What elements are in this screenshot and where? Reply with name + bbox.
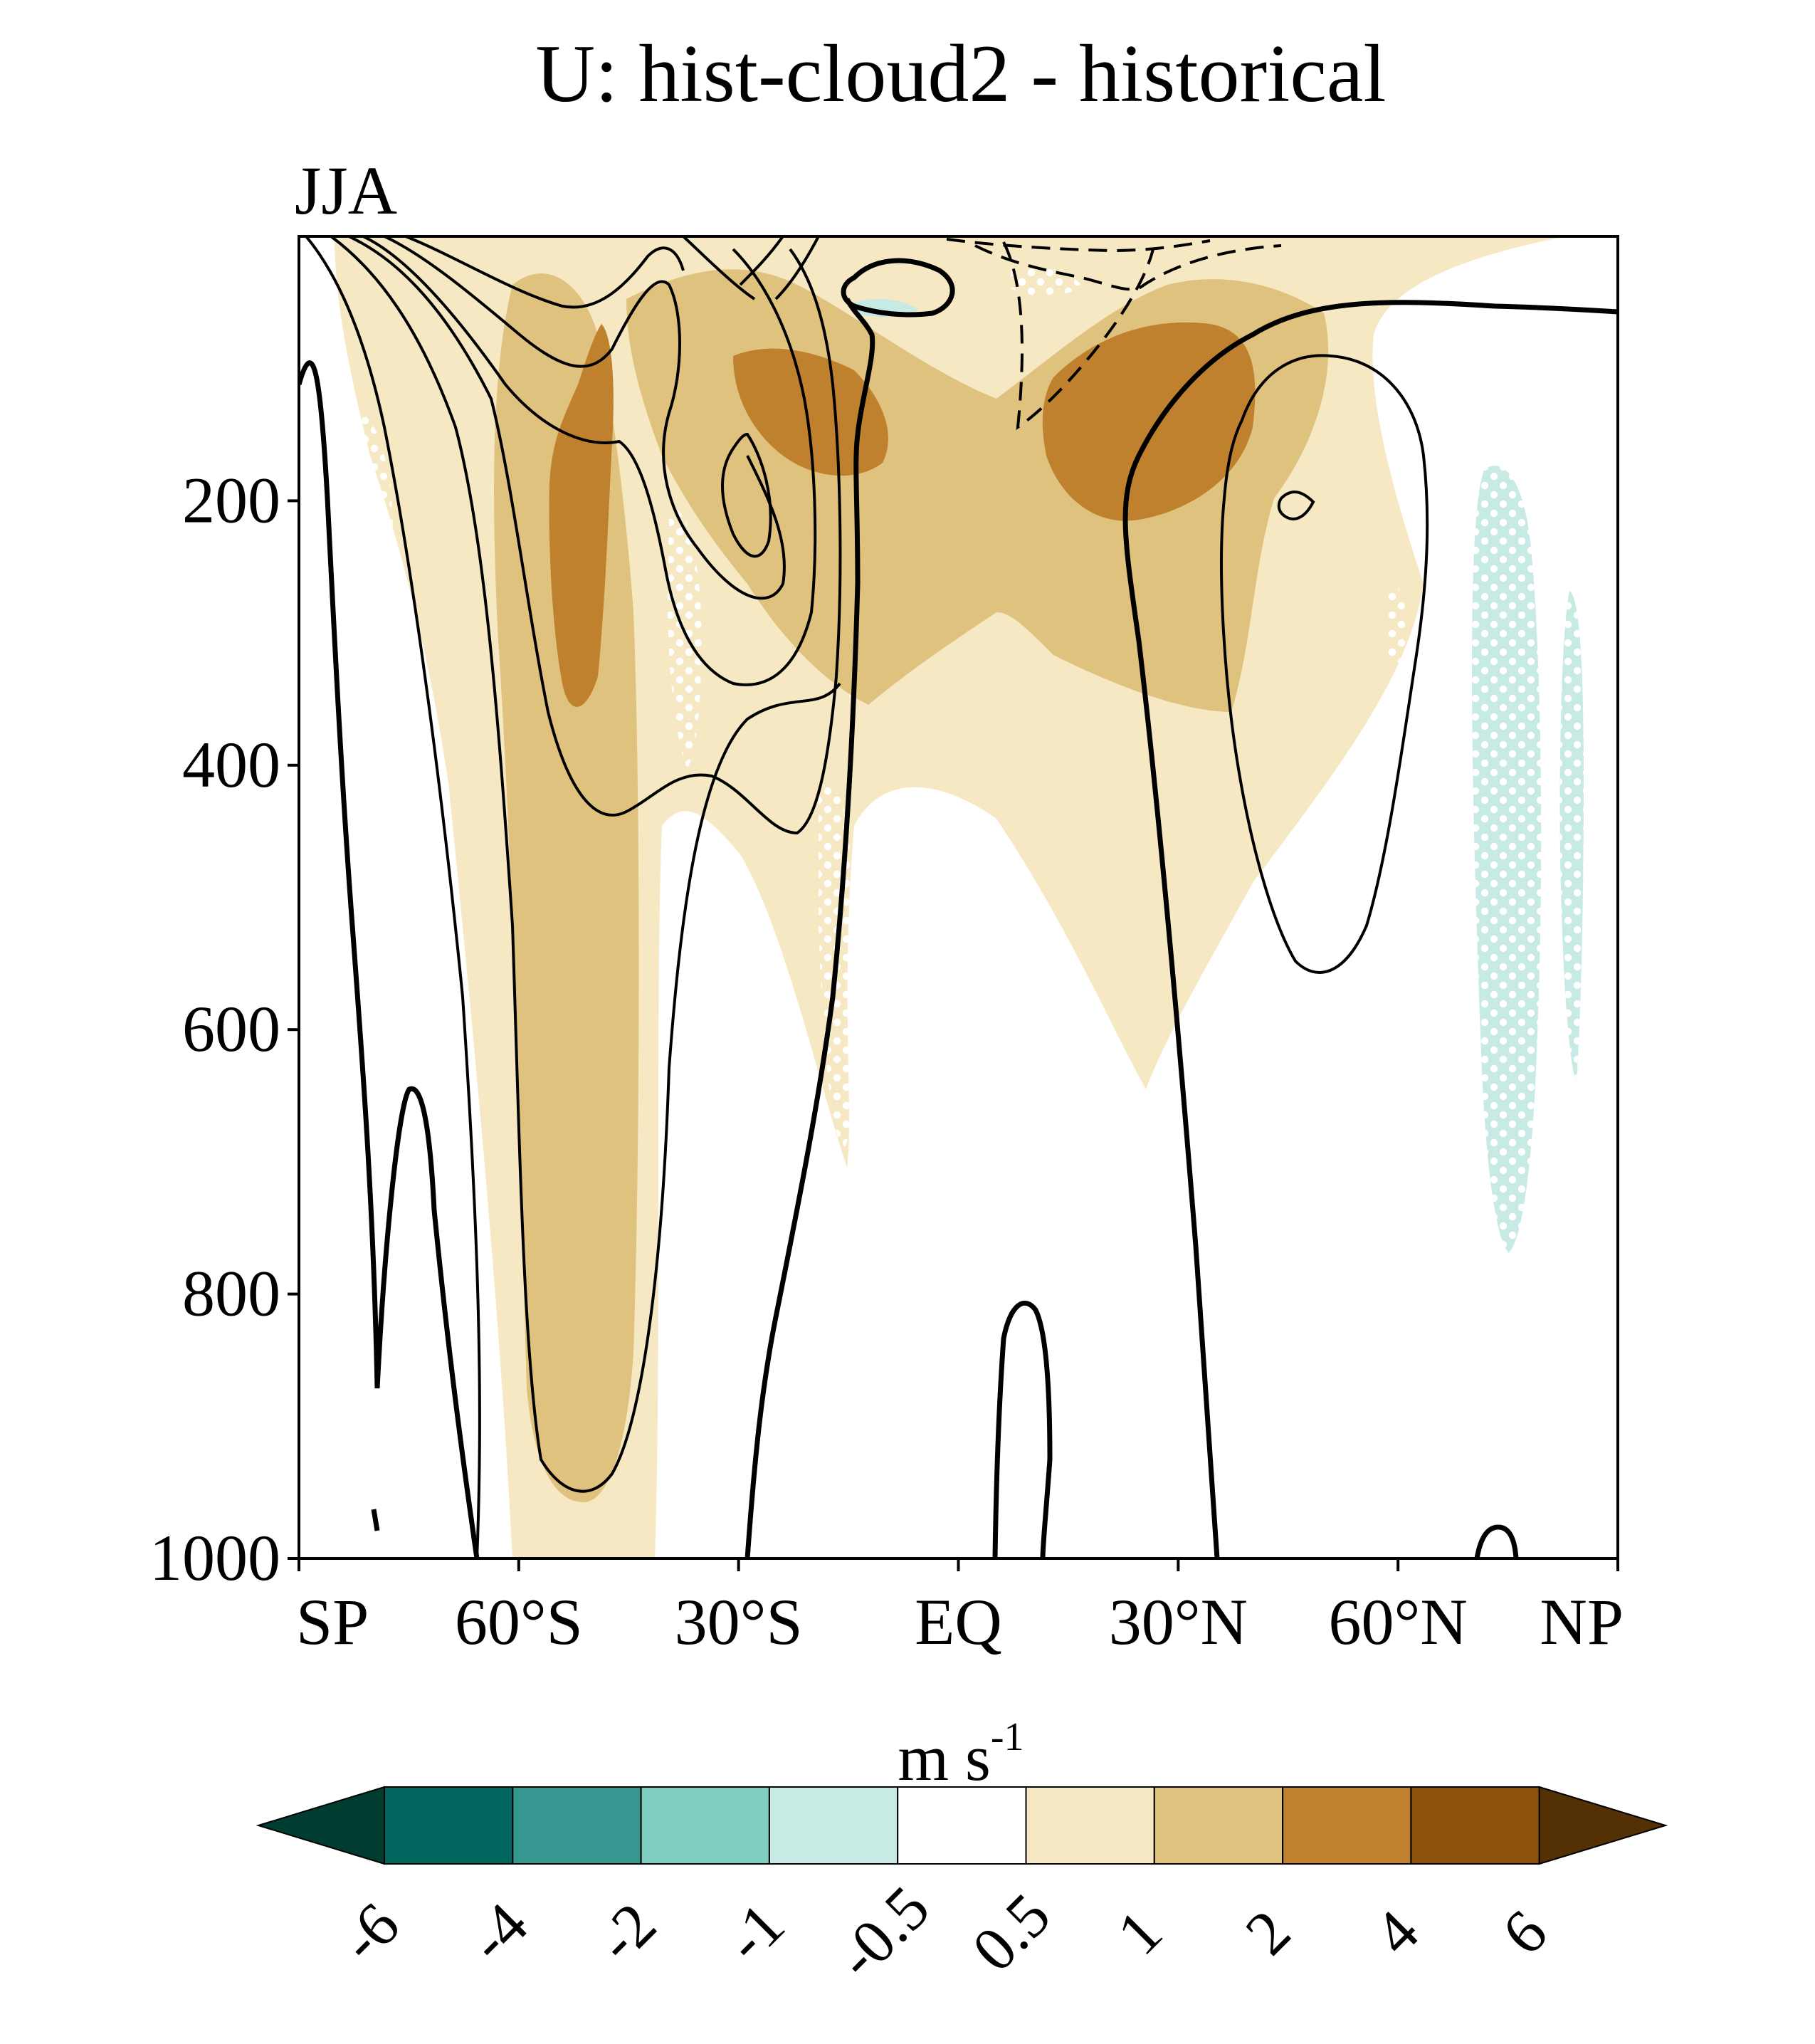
colorbar-unit-label: m s-1 [898,1715,1024,1794]
colorbar-swatch [384,1786,514,1865]
y-tick-label: 200 [182,463,280,536]
colorbar-swatch [1282,1786,1412,1865]
contour-nh-closed-small [1277,491,1315,520]
colorbar-level-label: 0.5 [959,1881,1063,1985]
contour-nh-jet [1220,354,1429,974]
x-tick-label: 30°S [675,1586,803,1658]
y-tick-label: 800 [182,1257,280,1330]
contour-nh-polar-low [1474,1524,1519,1558]
y-tick-label: 600 [182,992,280,1065]
contour-zero-sh-tropics [745,298,875,1558]
contour-sh-jet-mid [348,236,842,835]
plot-area [299,236,1618,1558]
colorbar-level-label: 1 [1105,1897,1176,1969]
colorbar-level-label: -1 [712,1890,798,1976]
contour-sh-jet-low [330,236,841,1493]
colorbar-tick-labels: -6 -4 -2 -1 -0.5 0.5 1 2 4 6 [327,1873,1561,1992]
colorbar-level-label: -6 [327,1890,413,1976]
y-tick-label: 1000 [149,1521,280,1594]
chart-title: U: hist-cloud2 - historical [535,28,1386,120]
contour-negative-3 [946,238,1211,253]
contour-negative-1 [1002,241,1154,431]
x-axis: SP 60°S 30°S EQ 30°N 60°N NP [296,1558,1624,1658]
colorbar-level-label: -2 [584,1890,669,1976]
season-label: JJA [295,152,397,229]
contour-sh-upper-2 [405,236,685,309]
contour-sh-core-closed [721,432,772,558]
colorbar-swatch [640,1786,770,1865]
colorbar-swatch [897,1786,1027,1865]
x-tick-label: EQ [915,1586,1002,1658]
colorbar-level-label: -0.5 [824,1873,942,1992]
colorbar-triangle-low [256,1786,385,1865]
colorbar-swatch [768,1786,899,1865]
colorbar-swatch [1025,1786,1155,1865]
contour-sh-upper-1 [384,236,786,600]
anomaly-fill-brown-sh-subtrop [733,348,888,476]
contour-zero-south [299,360,480,1558]
colorbar-swatch [1410,1786,1540,1865]
colorbar-level-label: 2 [1233,1897,1304,1969]
contour-negative-2 [974,244,1282,291]
colorbar-triangle-high [1538,1786,1668,1865]
colorbar-swatch [512,1786,642,1865]
significance-stippling [340,268,1584,1254]
contour-zero-eq-low [992,1300,1053,1558]
contour-zero-tip [371,1509,380,1531]
x-tick-label: 60°N [1329,1586,1468,1658]
x-tick-label: NP [1540,1586,1624,1658]
colorbar-swatch [1153,1786,1284,1865]
climatology-contours [299,236,1618,1558]
colorbar: m s-1 -6 -4 -2 -1 -0.5 0.5 1 2 4 6 [256,1715,1668,1992]
x-tick-label: 30°N [1109,1586,1248,1658]
contour-sh-outer [305,236,481,1558]
colorbar-level-label: 4 [1361,1897,1432,1969]
colorbar-level-label: -4 [456,1890,541,1976]
anomaly-fill-brown-sh [549,324,614,707]
y-tick-label: 400 [182,728,280,801]
colorbar-swatches [256,1786,1668,1865]
y-axis: 200 400 600 800 1000 [149,463,299,1594]
contour-upper-packed [682,236,820,300]
x-tick-label: 60°S [455,1586,583,1658]
x-tick-label: SP [296,1586,369,1658]
contour-zero-nh [1122,300,1618,1558]
colorbar-level-label: 6 [1490,1897,1561,1969]
contour-sh-jet-inner [362,236,817,686]
